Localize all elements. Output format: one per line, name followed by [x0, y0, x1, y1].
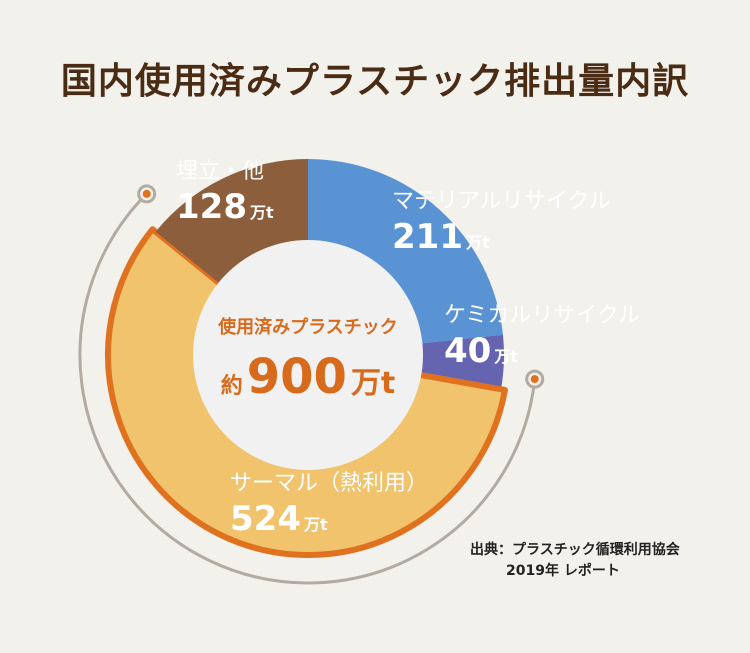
decor-arc: [78, 192, 537, 585]
decor-dot-1: [142, 189, 151, 198]
source-note: 出典：プラスチック循環利用協会 2019年 レポート: [470, 540, 680, 582]
decor-dot-0: [530, 375, 539, 384]
chart-title: 国内使用済みプラスチック排出量内訳: [60, 61, 690, 102]
slice-value-2: 524 万t: [230, 499, 328, 539]
center-total: 約900 万t: [221, 349, 396, 405]
center-disc: [193, 240, 423, 470]
source-line-1: 出典：プラスチック循環利用協会: [470, 542, 680, 558]
source-line-2: 2019年 レポート: [506, 563, 620, 579]
slice-value-0: 211 万t: [392, 217, 490, 257]
slice-label-0: マテリアルリサイクル: [392, 189, 611, 214]
slice-value-3: 128 万t: [176, 187, 274, 227]
slice-label-3: 埋立・他: [176, 159, 264, 184]
center-caption: 使用済みプラスチック: [217, 316, 398, 338]
slice-value-1: 40 万t: [444, 331, 518, 371]
slice-label-1: ケミカルリサイクル: [444, 303, 640, 328]
slice-label-2: サーマル（熱利用）: [230, 471, 428, 496]
